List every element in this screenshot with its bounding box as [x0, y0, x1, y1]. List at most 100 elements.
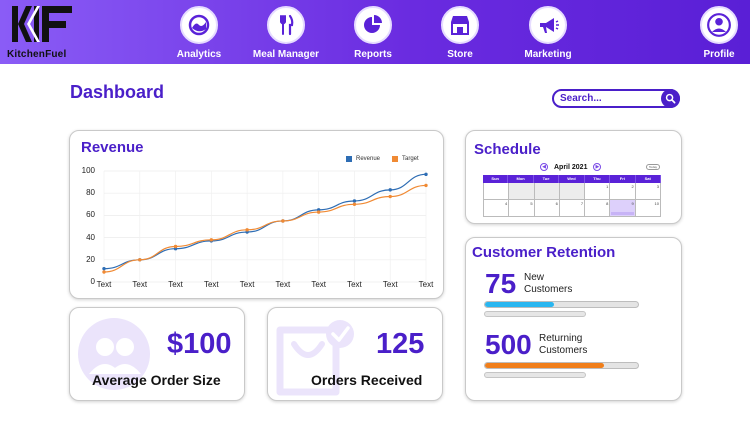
nav-analytics-label: Analytics: [176, 49, 222, 60]
fork-knife-icon: [280, 14, 294, 36]
today-button[interactable]: Today: [646, 164, 660, 170]
x-tick-label: Text: [132, 280, 148, 289]
y-tick-label: 80: [86, 188, 95, 198]
search-placeholder: Search...: [560, 93, 602, 104]
calendar-day[interactable]: 6: [534, 200, 560, 217]
x-tick-label: Text: [96, 280, 112, 289]
x-tick-label: Text: [239, 280, 255, 289]
customer-retention-card: Customer Retention 75 New Customers 500 R…: [465, 237, 682, 401]
calendar-day[interactable]: 2: [610, 183, 636, 200]
logo-text: KitchenFuel: [7, 49, 67, 60]
x-tick-label: Text: [347, 280, 362, 289]
returning-customers-value: 500: [485, 329, 532, 360]
nav-meal-manager[interactable]: Meal Manager: [241, 6, 331, 62]
data-point-target: [424, 183, 428, 188]
nav-store-label: Store: [447, 49, 473, 60]
nav-reports-label: Reports: [354, 49, 392, 60]
data-point-target: [102, 270, 106, 274]
calendar-day[interactable]: 8: [585, 200, 611, 217]
calendar-header: ◀ April 2021 ▶: [534, 163, 607, 171]
data-point-target: [173, 244, 178, 249]
x-tick-label: Text: [311, 280, 326, 289]
dow-sun: Sun: [483, 175, 509, 183]
data-point-revenue: [352, 199, 357, 203]
series-line-target: [103, 184, 427, 273]
x-tick-label: Text: [168, 280, 183, 289]
y-tick-label: 0: [90, 277, 95, 286]
x-tick-label: Text: [275, 280, 291, 289]
x-tick-label: Text: [203, 280, 219, 289]
prev-month-button[interactable]: ◀: [540, 163, 548, 171]
dow-wed: Wed: [559, 175, 585, 183]
average-order-card: $100 Average Order Size: [69, 307, 245, 401]
calendar-day-selected[interactable]: 9: [610, 200, 636, 217]
nav-marketing-label: Marketing: [524, 49, 572, 60]
revenue-chart: [102, 170, 428, 283]
analytics-icon: [188, 14, 210, 36]
data-point-target: [316, 210, 321, 214]
data-point-revenue: [424, 172, 428, 177]
calendar-day[interactable]: 1: [585, 183, 611, 200]
nav-marketing[interactable]: Marketing: [503, 6, 593, 62]
returning-customers-progress-fill: [485, 363, 605, 368]
page-title: Dashboard: [70, 82, 165, 102]
nav-profile[interactable]: Profile: [674, 6, 750, 62]
legend-target: Target: [392, 156, 419, 162]
data-point-target: [209, 238, 214, 242]
new-customers-progress-fill: [485, 302, 554, 307]
returning-customers-label: Returning Customers: [539, 333, 588, 356]
users-icon: [78, 318, 150, 390]
data-point-target: [388, 194, 392, 199]
nav-reports[interactable]: Reports: [328, 6, 418, 62]
returning-customers-track: [484, 372, 586, 378]
pie-chart-icon: [364, 15, 382, 33]
calendar-day[interactable]: [559, 183, 586, 200]
calendar-day[interactable]: [484, 183, 510, 200]
calendar-day[interactable]: 4: [484, 200, 510, 217]
search-icon: [665, 93, 676, 104]
data-point-revenue: [102, 266, 106, 271]
calendar-day[interactable]: 10: [635, 200, 661, 217]
dow-tue: Tue: [534, 175, 560, 183]
avg-order-value: $100: [167, 328, 232, 360]
calendar-day[interactable]: [534, 183, 560, 200]
returning-customers-progress: [484, 362, 639, 369]
new-customers-label: New Customers: [524, 272, 573, 295]
search-button[interactable]: [661, 89, 680, 108]
calendar-month: April 2021: [554, 163, 588, 171]
dow-sat: Sat: [636, 175, 661, 183]
x-tick-label: Text: [418, 280, 434, 289]
y-tick-label: 40: [86, 232, 95, 242]
retention-title: Customer Retention: [472, 244, 616, 261]
data-point-target: [245, 228, 249, 232]
calendar-grid: Sun Mon Tue Wed Thu Fri Sat 1 2 3 4 5 6 …: [483, 175, 661, 217]
search-input[interactable]: Search...: [552, 89, 680, 108]
data-point-target: [281, 219, 285, 223]
nav-store[interactable]: Store: [415, 6, 505, 62]
series-line-revenue: [103, 173, 427, 270]
calendar-day[interactable]: 5: [509, 200, 535, 217]
dow-thu: Thu: [585, 175, 611, 183]
revenue-card: Revenue Revenue Target 0 20 40 60 80 100 Text…: [69, 130, 444, 299]
nav-analytics[interactable]: Analytics: [154, 6, 244, 62]
calendar-event[interactable]: [611, 212, 634, 215]
schedule-title: Schedule: [474, 141, 541, 158]
calendar-day[interactable]: 3: [635, 183, 661, 200]
calendar-day[interactable]: 7: [559, 200, 586, 217]
orders-value: 125: [376, 328, 425, 360]
megaphone-icon: [540, 18, 559, 33]
top-navigation-bar: KitchenFuel Analytics Meal Manager Repor…: [0, 0, 750, 64]
y-tick-label: 100: [81, 166, 95, 175]
data-point-revenue: [388, 188, 392, 192]
next-month-button[interactable]: ▶: [593, 163, 602, 171]
kitchenfuel-logo: [12, 6, 72, 42]
new-customers-value: 75: [485, 268, 517, 299]
dow-fri: Fri: [610, 175, 636, 183]
user-icon: [707, 13, 731, 37]
schedule-card: Schedule ◀ April 2021 ▶ Today Sun Mon Tu…: [465, 130, 682, 224]
calendar-day[interactable]: [509, 183, 535, 200]
dow-mon: Mon: [508, 175, 534, 183]
data-point-target: [352, 202, 357, 206]
new-customers-track: [484, 311, 586, 317]
shopping-bag-icon: [276, 320, 354, 396]
